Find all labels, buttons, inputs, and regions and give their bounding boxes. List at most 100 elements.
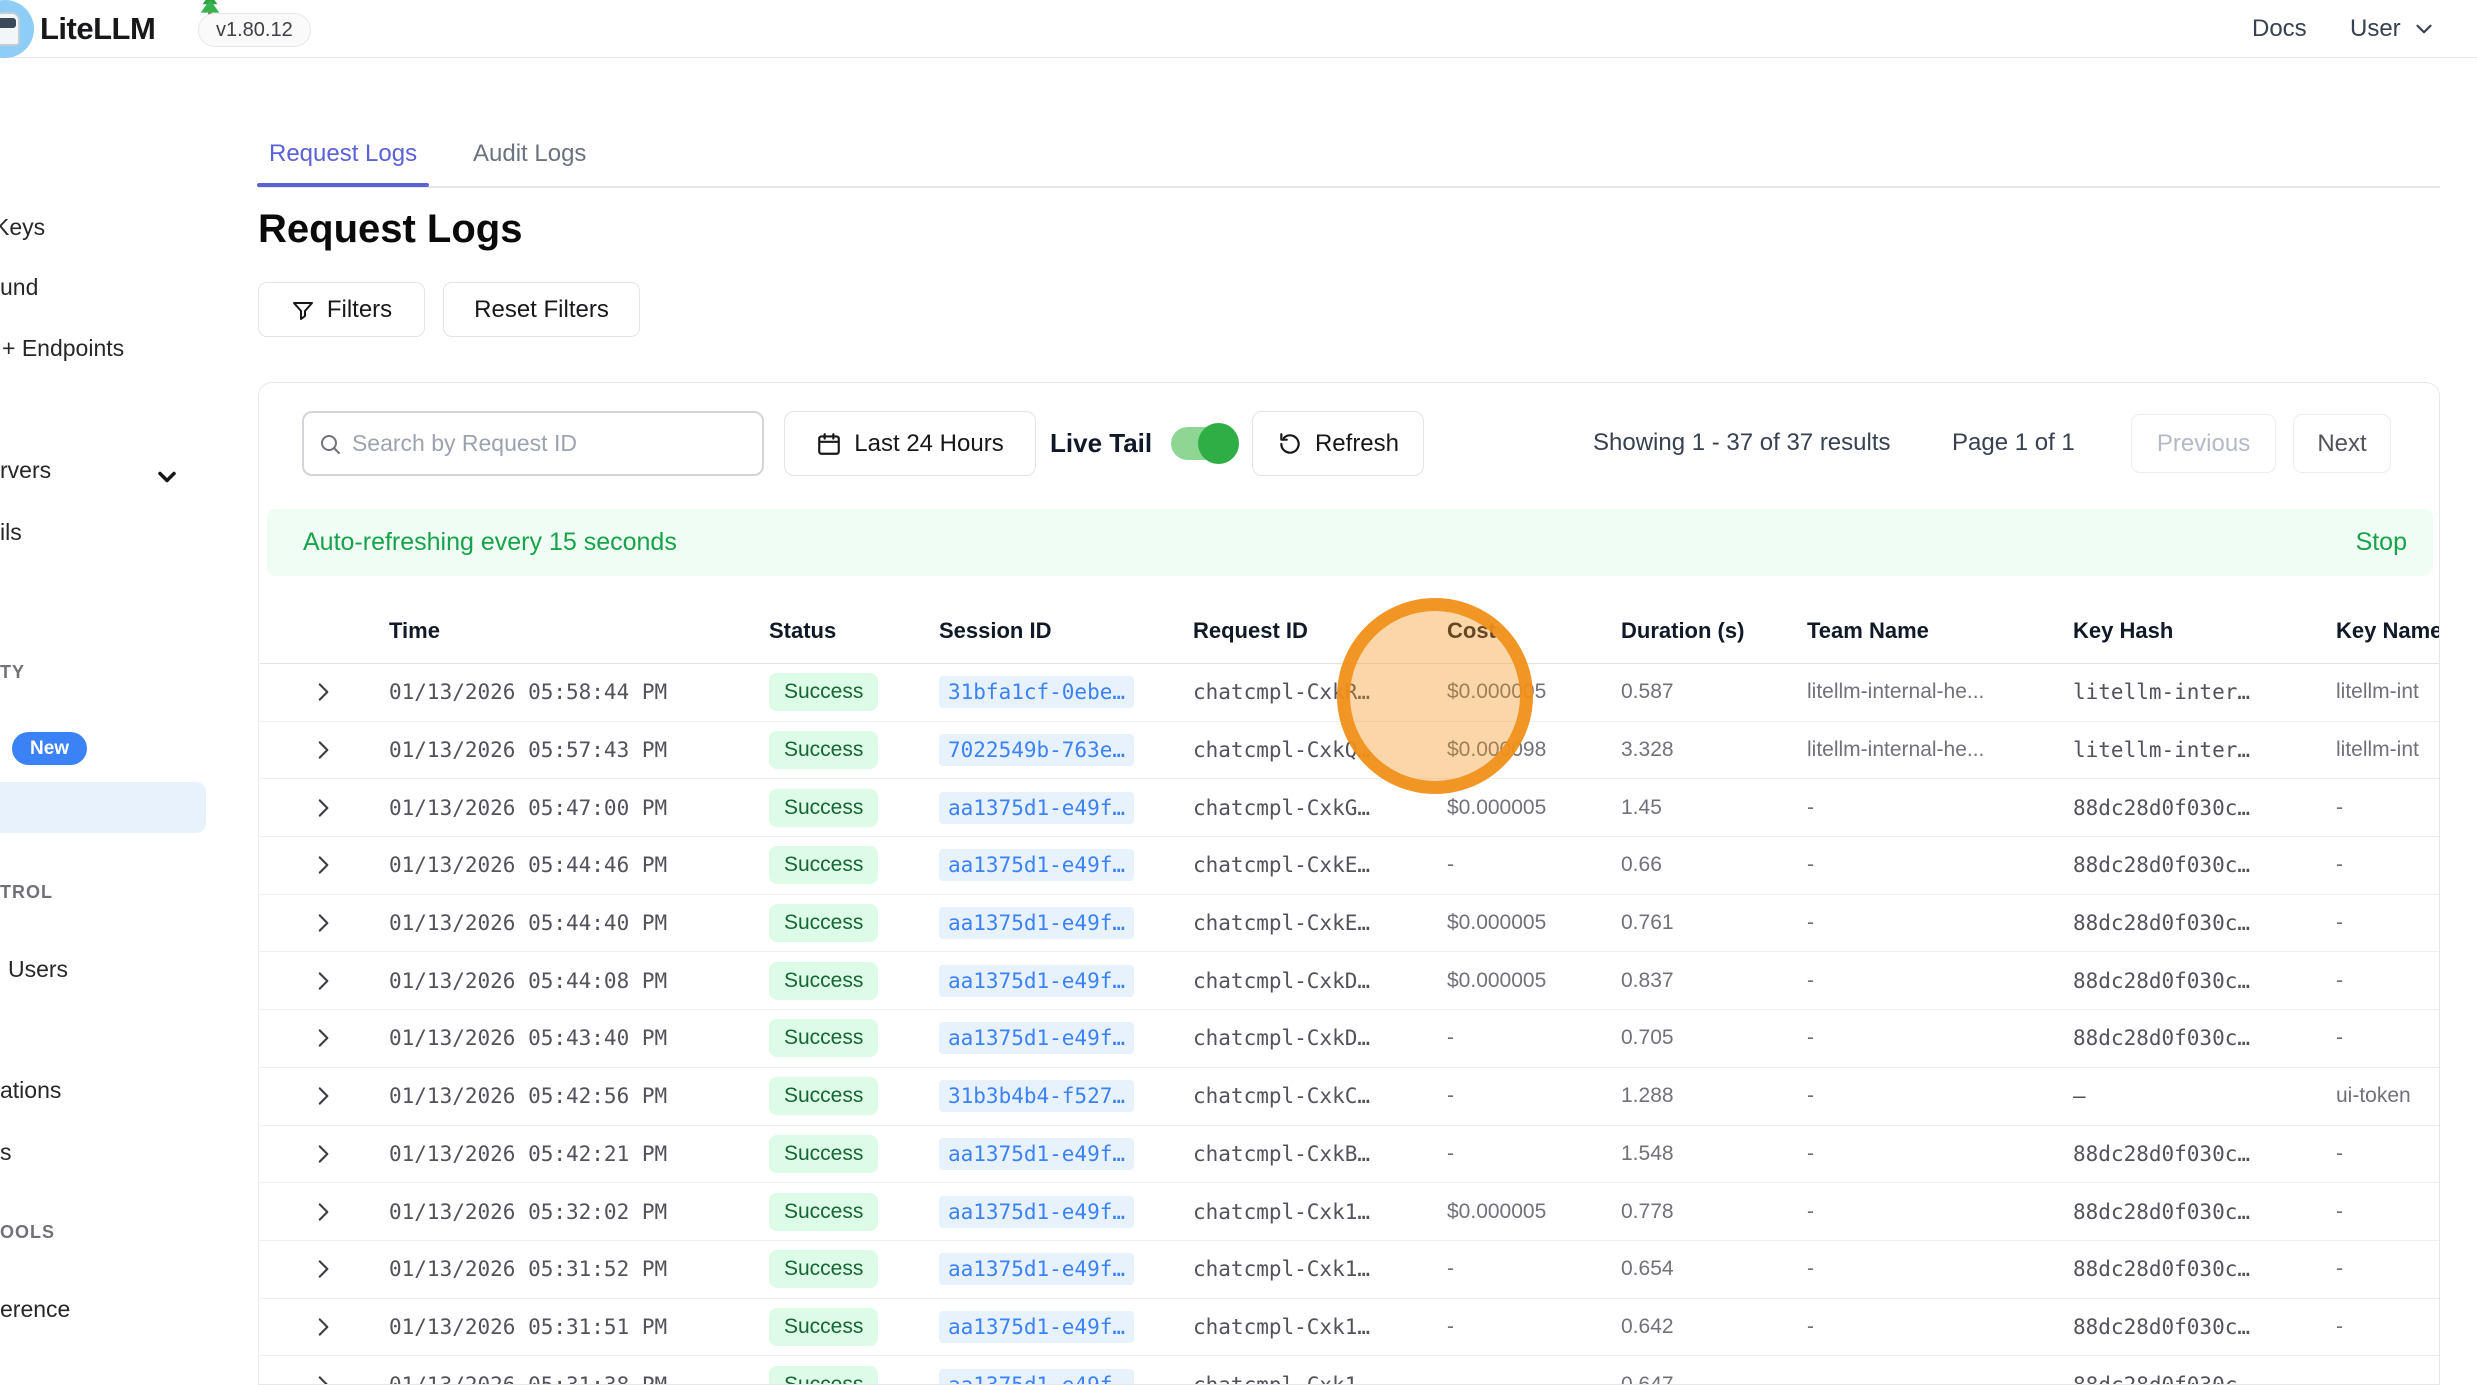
cell-cost: - — [1447, 1141, 1454, 1165]
tab-audit-logs[interactable]: Audit Logs — [473, 140, 587, 167]
sidebar-item-inference[interactable]: erence — [0, 1296, 71, 1322]
cell-request-id: chatcmpl-CxkD… — [1193, 968, 1371, 993]
sidebar-item-endpoints[interactable]: + Endpoints — [2, 335, 125, 361]
cell-key-name: - — [2336, 968, 2343, 992]
cell-key-hash: 88dc28d0f030c… — [2073, 1141, 2251, 1166]
expand-cell[interactable] — [260, 1141, 389, 1167]
expand-cell[interactable] — [260, 679, 389, 705]
cell-team-name: - — [1807, 853, 1814, 877]
table-row[interactable]: 01/13/2026 05:31:38 PM Success aa1375d1-… — [260, 1356, 2439, 1384]
sidebar-item-teams[interactable]: s — [0, 1139, 12, 1165]
expand-cell[interactable] — [260, 795, 389, 821]
expand-cell[interactable] — [260, 1025, 389, 1051]
page-info: Page 1 of 1 — [1952, 429, 2075, 456]
reset-filters-label: Reset Filters — [474, 295, 609, 323]
sidebar-item-playground[interactable]: und — [0, 274, 39, 300]
session-id-link[interactable]: aa1375d1-e49f… — [939, 791, 1135, 824]
table-row[interactable]: 01/13/2026 05:31:51 PM Success aa1375d1-… — [260, 1299, 2439, 1357]
sidebar-item-servers[interactable]: rvers — [0, 457, 52, 483]
chevron-right-icon — [318, 1318, 329, 1336]
status-badge: Success — [769, 1077, 879, 1116]
sidebar-section-tools: OOLS — [0, 1222, 56, 1242]
sidebar-chevron-down-icon[interactable] — [153, 463, 181, 491]
table-row[interactable]: 01/13/2026 05:42:21 PM Success aa1375d1-… — [260, 1126, 2439, 1184]
reset-filters-button[interactable]: Reset Filters — [443, 282, 640, 337]
calendar-icon — [818, 432, 841, 455]
cell-time: 01/13/2026 05:43:40 PM — [389, 1026, 668, 1051]
sidebar-item-selected[interactable] — [0, 782, 206, 833]
session-id-link[interactable]: aa1375d1-e49f… — [939, 1137, 1135, 1170]
cell-time: 01/13/2026 05:47:00 PM — [389, 795, 668, 820]
cell-team-name: - — [1807, 1199, 1814, 1223]
session-id-link[interactable]: aa1375d1-e49f… — [939, 849, 1135, 882]
session-id-link[interactable]: 7022549b-763e… — [939, 734, 1135, 767]
cell-duration: 0.837 — [1621, 968, 1674, 992]
session-id-link[interactable]: 31b3b4b4-f527… — [939, 1080, 1135, 1113]
col-key-hash: Key Hash — [2073, 618, 2174, 643]
expand-cell[interactable] — [260, 852, 389, 878]
cell-status: Success — [769, 1365, 939, 1384]
session-id-link[interactable]: aa1375d1-e49f… — [939, 1310, 1135, 1343]
cell-cost: - — [1447, 1026, 1454, 1050]
expand-cell[interactable] — [260, 737, 389, 763]
cell-key-name: - — [2336, 1141, 2343, 1165]
funnel-icon — [292, 301, 313, 320]
live-tail-label: Live Tail — [1050, 427, 1153, 458]
session-id-link[interactable]: aa1375d1-e49f… — [939, 1022, 1135, 1055]
cell-duration: 1.288 — [1621, 1084, 1674, 1108]
table-row[interactable]: 01/13/2026 05:32:02 PM Success aa1375d1-… — [260, 1183, 2439, 1241]
sidebar-item-organizations[interactable]: ations — [0, 1077, 62, 1103]
expand-cell[interactable] — [260, 1372, 389, 1384]
stop-button[interactable]: Stop — [2355, 528, 2407, 556]
expand-cell[interactable] — [260, 968, 389, 994]
expand-cell[interactable] — [260, 1256, 389, 1282]
cell-time: 01/13/2026 05:57:43 PM — [389, 738, 668, 763]
sidebar-item-keys[interactable]: Keys — [0, 214, 46, 240]
session-id-link[interactable]: aa1375d1-e49f… — [939, 1368, 1135, 1384]
time-range-button[interactable]: Last 24 Hours — [784, 411, 1036, 476]
chevron-right-icon — [318, 799, 329, 817]
session-id-link[interactable]: aa1375d1-e49f… — [939, 1195, 1135, 1228]
table-header-row: Time Status Session ID Request ID Cost D… — [260, 599, 2439, 664]
table-row[interactable]: 01/13/2026 05:31:52 PM Success aa1375d1-… — [260, 1241, 2439, 1299]
table-row[interactable]: 01/13/2026 05:57:43 PM Success 7022549b-… — [260, 722, 2439, 780]
table-row[interactable]: 01/13/2026 05:58:44 PM Success 31bfa1cf-… — [260, 664, 2439, 722]
chevron-right-icon — [318, 914, 329, 932]
user-menu[interactable]: User — [2350, 0, 2437, 58]
table-row[interactable]: 01/13/2026 05:44:08 PM Success aa1375d1-… — [260, 952, 2439, 1011]
table-row[interactable]: 01/13/2026 05:43:40 PM Success aa1375d1-… — [260, 1010, 2439, 1068]
previous-button[interactable]: Previous — [2131, 414, 2276, 473]
chevron-right-icon — [318, 1087, 329, 1105]
session-id-link[interactable]: aa1375d1-e49f… — [939, 907, 1135, 940]
filters-button[interactable]: Filters — [258, 282, 425, 337]
cell-duration: 3.328 — [1621, 738, 1674, 762]
expand-cell[interactable] — [260, 1083, 389, 1109]
cell-key-hash: 88dc28d0f030c… — [2073, 853, 2251, 878]
tab-request-logs[interactable]: Request Logs — [269, 140, 418, 167]
cell-request-id: chatcmpl-CxkB… — [1193, 1141, 1371, 1166]
table-row[interactable]: 01/13/2026 05:44:46 PM Success aa1375d1-… — [260, 837, 2439, 895]
expand-cell[interactable] — [260, 910, 389, 936]
table-row[interactable]: 01/13/2026 05:47:00 PM Success aa1375d1-… — [260, 779, 2439, 838]
refresh-button[interactable]: Refresh — [1252, 411, 1424, 476]
session-id-link[interactable]: aa1375d1-e49f… — [939, 1253, 1135, 1286]
sidebar-item-guardrails[interactable]: ils — [0, 519, 22, 545]
docs-link[interactable]: Docs — [2252, 15, 2307, 42]
live-tail-toggle[interactable] — [1171, 423, 1239, 464]
search-input[interactable] — [351, 430, 748, 457]
chevron-right-icon — [318, 972, 329, 990]
sidebar-item-users[interactable]: Users — [8, 956, 69, 982]
expand-cell[interactable] — [260, 1199, 389, 1225]
next-button[interactable]: Next — [2293, 414, 2391, 473]
status-badge: Success — [769, 1365, 879, 1384]
cell-request-id: chatcmpl-CxkG… — [1193, 795, 1371, 820]
cell-duration: 0.642 — [1621, 1314, 1674, 1338]
sidebar-section-observability: TY — [0, 662, 26, 682]
cell-duration: 0.587 — [1621, 680, 1674, 704]
expand-cell[interactable] — [260, 1314, 389, 1340]
table-row[interactable]: 01/13/2026 05:44:40 PM Success aa1375d1-… — [260, 895, 2439, 953]
session-id-link[interactable]: 31bfa1cf-0ebe… — [939, 676, 1135, 709]
table-row[interactable]: 01/13/2026 05:42:56 PM Success 31b3b4b4-… — [260, 1068, 2439, 1126]
session-id-link[interactable]: aa1375d1-e49f… — [939, 964, 1135, 997]
cell-status: Success — [769, 731, 939, 770]
